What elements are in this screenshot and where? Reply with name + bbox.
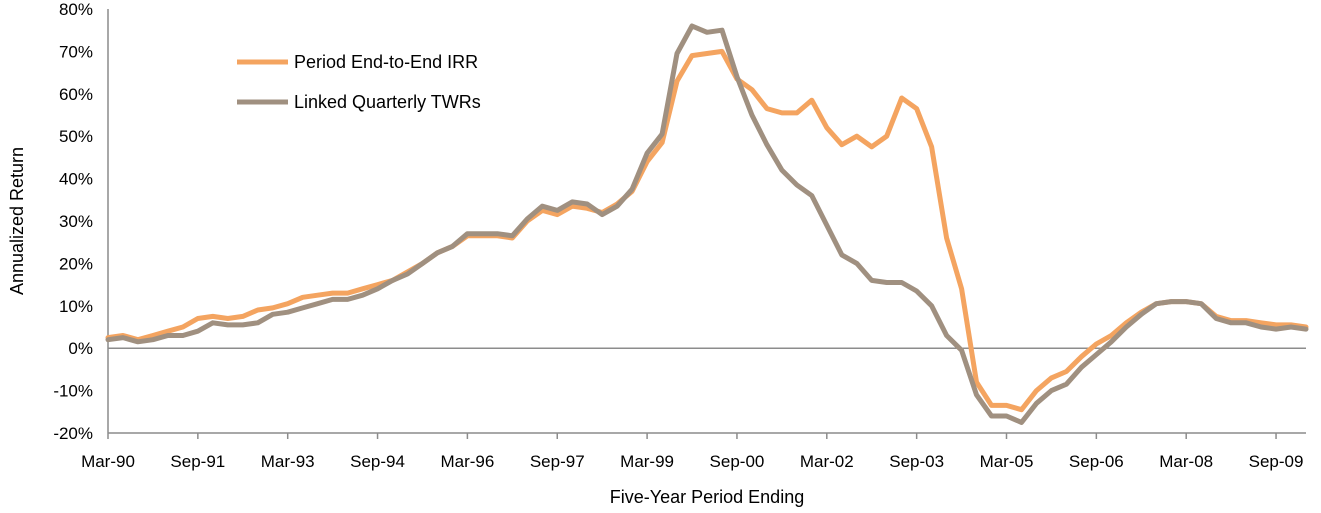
x-tick-label: Mar-08 xyxy=(1159,452,1213,471)
y-tick-label: 80% xyxy=(59,0,93,19)
y-tick-label: 70% xyxy=(59,42,93,61)
x-tick-label: Sep-06 xyxy=(1069,452,1124,471)
x-axis-tick-labels: Mar-90 Sep-91 Mar-93 Sep-94 Mar-96 Sep-97 Mar-… xyxy=(81,452,1303,471)
y-tick-label: 40% xyxy=(59,170,93,189)
x-tick-label: Sep-94 xyxy=(350,452,405,471)
y-tick-label: 20% xyxy=(59,254,93,273)
x-tick-label: Sep-09 xyxy=(1249,452,1304,471)
x-tick-label: Mar-99 xyxy=(620,452,674,471)
series-lines xyxy=(105,23,1309,425)
y-axis-tick-labels: -20% -10% 0% 10% 20% 30% 40% 50% 60% 70% 80% xyxy=(53,0,93,443)
y-tick-label: 0% xyxy=(68,339,93,358)
x-tick-label: Sep-91 xyxy=(170,452,225,471)
x-tick-label: Mar-90 xyxy=(81,452,135,471)
y-tick-label: -10% xyxy=(53,382,93,401)
x-tick-label: Mar-02 xyxy=(800,452,854,471)
series-line-irr xyxy=(105,48,1309,413)
legend-label-irr: Period End-to-End IRR xyxy=(294,52,478,72)
x-tick-label: Mar-05 xyxy=(980,452,1034,471)
y-axis-title: Annualized Return xyxy=(7,147,27,295)
legend-label-twr: Linked Quarterly TWRs xyxy=(294,92,481,112)
x-tick-label: Mar-93 xyxy=(261,452,315,471)
x-tick-label: Mar-96 xyxy=(440,452,494,471)
y-tick-label: -20% xyxy=(53,424,93,443)
y-tick-label: 60% xyxy=(59,85,93,104)
x-tick-label: Sep-97 xyxy=(530,452,585,471)
y-tick-label: 30% xyxy=(59,212,93,231)
legend: Period End-to-End IRR Linked Quarterly T… xyxy=(237,52,481,112)
x-axis-title: Five-Year Period Ending xyxy=(610,487,804,507)
series-line-twr xyxy=(105,23,1309,425)
y-tick-label: 10% xyxy=(59,297,93,316)
y-tick-label: 50% xyxy=(59,127,93,146)
x-tick-label: Sep-03 xyxy=(889,452,944,471)
x-axis-ticks xyxy=(107,432,1306,439)
x-tick-label: Sep-00 xyxy=(710,452,765,471)
